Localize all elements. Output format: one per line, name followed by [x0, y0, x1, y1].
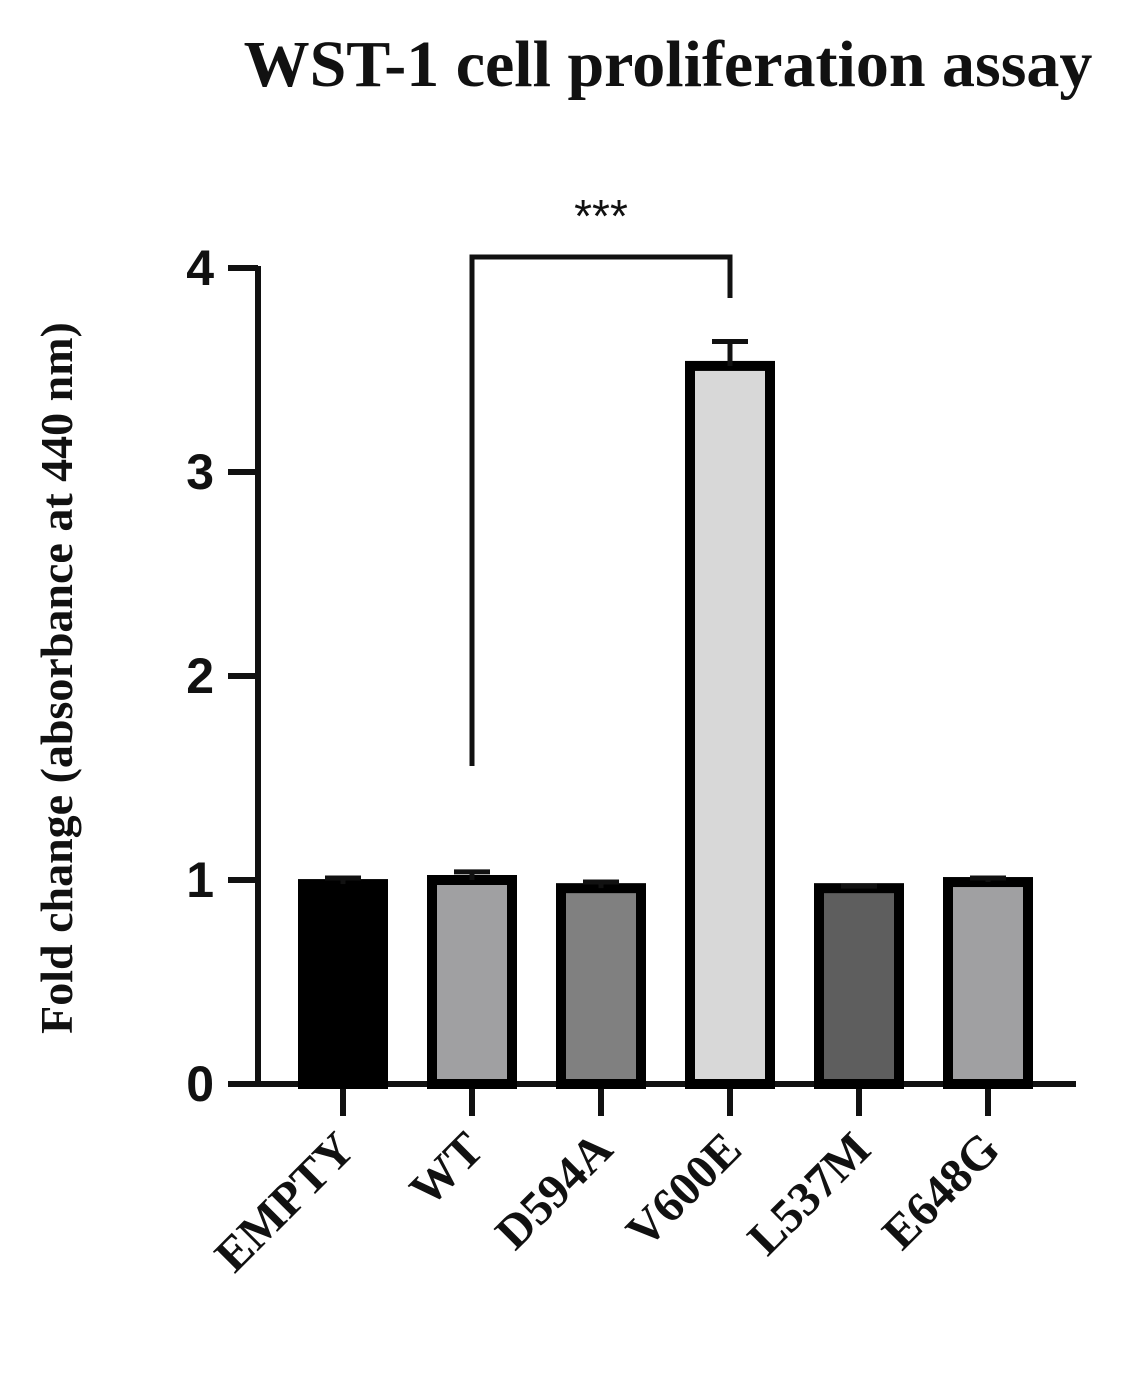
x-tick-label: E648G [872, 1122, 1009, 1259]
bar-l537m [814, 883, 904, 1089]
bar-wt [427, 875, 517, 1089]
bar-empty [298, 879, 388, 1090]
x-tick-label: L537M [738, 1122, 881, 1265]
y-axis: 0 1 2 3 4 [186, 240, 261, 1112]
chart-title: WST-1 cell proliferation assay [244, 28, 1093, 101]
x-tick-label: D594A [485, 1122, 623, 1260]
y-tick-label: 1 [186, 852, 214, 908]
y-tick-label: 2 [186, 648, 214, 704]
x-tick-label: EMPTY [205, 1122, 365, 1282]
y-tick-label: 3 [186, 444, 214, 500]
y-tick-label: 0 [186, 1056, 214, 1112]
x-tick-label: WT [400, 1122, 494, 1216]
bar-v600e [685, 360, 775, 1090]
bars [298, 360, 1033, 1090]
x-tick-label: V600E [616, 1122, 752, 1258]
significance-bracket: *** [469, 190, 733, 766]
error-bars [325, 338, 1006, 889]
y-axis-label: Fold change (absorbance at 440 nm) [31, 322, 82, 1034]
bar-d594a [556, 883, 646, 1089]
significance-label: *** [574, 190, 628, 242]
bar-e648g [943, 877, 1033, 1089]
y-tick-label: 4 [186, 240, 214, 296]
significance-line [469, 254, 733, 766]
